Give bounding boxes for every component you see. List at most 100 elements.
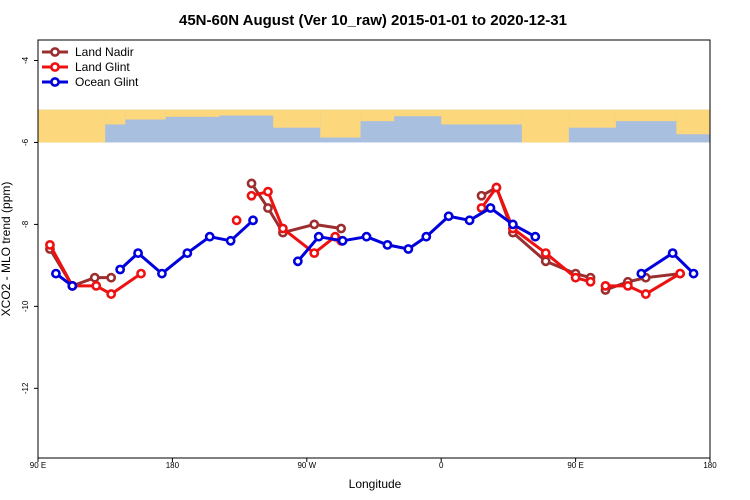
y-tick-label: -12 bbox=[21, 382, 30, 394]
data-point bbox=[45, 240, 55, 250]
data-point bbox=[263, 186, 273, 197]
series-line bbox=[640, 251, 695, 275]
data-point bbox=[667, 248, 678, 258]
data-point bbox=[204, 231, 215, 242]
map-land bbox=[105, 109, 126, 125]
data-point bbox=[675, 268, 686, 279]
data-point bbox=[337, 235, 348, 246]
map-land bbox=[360, 109, 395, 122]
y-tick-label: -4 bbox=[21, 56, 30, 64]
series-line bbox=[48, 248, 112, 288]
data-point bbox=[636, 268, 647, 279]
legend-marker bbox=[50, 62, 60, 72]
data-point bbox=[640, 289, 651, 299]
x-axis-label: Longitude bbox=[349, 477, 402, 491]
data-point bbox=[485, 203, 496, 213]
data-point bbox=[157, 268, 167, 279]
chart-title: 45N-60N August (Ver 10_raw) 2015-01-01 t… bbox=[179, 12, 567, 29]
x-tick-label: 90 E bbox=[567, 461, 583, 470]
map-land bbox=[615, 109, 677, 122]
data-point bbox=[309, 248, 320, 258]
data-point bbox=[292, 256, 303, 267]
map-land bbox=[219, 109, 274, 116]
data-point bbox=[106, 272, 117, 283]
legend-item: Land Nadir bbox=[42, 45, 134, 59]
data-point bbox=[540, 248, 551, 258]
legend-label: Ocean Glint bbox=[75, 75, 139, 89]
y-axis: -4 -6 -8 -10 -12 bbox=[21, 56, 38, 394]
series-line bbox=[605, 272, 681, 296]
legend-item: Land Glint bbox=[42, 60, 130, 74]
data-point bbox=[231, 215, 242, 226]
data-point bbox=[382, 240, 393, 250]
plot-frame bbox=[37, 39, 711, 459]
x-tick-label: 90 E bbox=[30, 461, 46, 470]
series-land-glint bbox=[45, 182, 686, 299]
data-point bbox=[600, 280, 611, 291]
data-point bbox=[476, 190, 487, 201]
data-point bbox=[91, 280, 102, 291]
y-tick-label: -8 bbox=[21, 220, 30, 228]
map-land bbox=[521, 109, 569, 143]
data-point bbox=[248, 215, 258, 226]
data-point bbox=[336, 223, 347, 234]
data-point bbox=[133, 248, 143, 258]
legend-item: Ocean Glint bbox=[42, 75, 139, 89]
data-point bbox=[89, 272, 100, 283]
map-land bbox=[38, 109, 106, 143]
x-tick-label: 180 bbox=[166, 461, 180, 470]
legend-marker bbox=[50, 47, 60, 57]
data-point bbox=[403, 244, 414, 254]
data-point bbox=[530, 231, 541, 242]
series-ocean-glint bbox=[51, 203, 699, 291]
y-tick-label: -6 bbox=[21, 138, 30, 146]
data-point bbox=[313, 231, 324, 242]
map-land bbox=[441, 109, 522, 125]
data-point bbox=[622, 280, 633, 291]
map-land bbox=[273, 109, 321, 128]
data-point bbox=[421, 231, 432, 242]
x-tick-label: 90 W bbox=[297, 461, 316, 470]
map-land bbox=[394, 109, 442, 117]
data-point bbox=[115, 264, 126, 275]
data-point bbox=[246, 178, 257, 189]
y-axis-label: XCO2 - MLO trend (ppm) bbox=[0, 182, 13, 317]
series-line bbox=[119, 219, 255, 276]
data-point bbox=[464, 215, 475, 226]
x-axis: 90 E 180 90 W 0 90 E 180 bbox=[30, 458, 717, 470]
data-point bbox=[309, 219, 320, 230]
data-point bbox=[361, 231, 372, 242]
x-tick-label: 180 bbox=[703, 461, 717, 470]
data-point bbox=[246, 190, 257, 201]
data-point bbox=[507, 219, 518, 230]
data-point bbox=[136, 268, 146, 279]
data-point bbox=[278, 223, 288, 234]
data-point bbox=[540, 256, 551, 267]
legend-label: Land Nadir bbox=[75, 45, 134, 59]
legend-marker bbox=[50, 77, 60, 87]
series-layer bbox=[45, 178, 699, 299]
data-point bbox=[263, 203, 273, 213]
data-point bbox=[688, 268, 699, 279]
x-tick-label: 0 bbox=[439, 461, 444, 470]
world-map-band bbox=[38, 109, 710, 143]
map-land bbox=[320, 109, 361, 138]
data-point bbox=[570, 272, 581, 283]
data-point bbox=[67, 280, 78, 291]
data-point bbox=[106, 289, 117, 299]
series-line bbox=[251, 190, 342, 255]
map-land bbox=[676, 109, 710, 135]
map-land bbox=[125, 109, 166, 120]
data-point bbox=[182, 248, 193, 258]
data-point bbox=[51, 268, 61, 279]
data-point bbox=[443, 211, 454, 222]
map-land bbox=[568, 109, 616, 128]
data-point bbox=[225, 235, 236, 246]
legend-label: Land Glint bbox=[75, 60, 130, 74]
data-point bbox=[491, 182, 502, 193]
data-point bbox=[585, 276, 596, 287]
y-tick-label: -10 bbox=[21, 300, 30, 312]
map-land bbox=[165, 109, 220, 117]
